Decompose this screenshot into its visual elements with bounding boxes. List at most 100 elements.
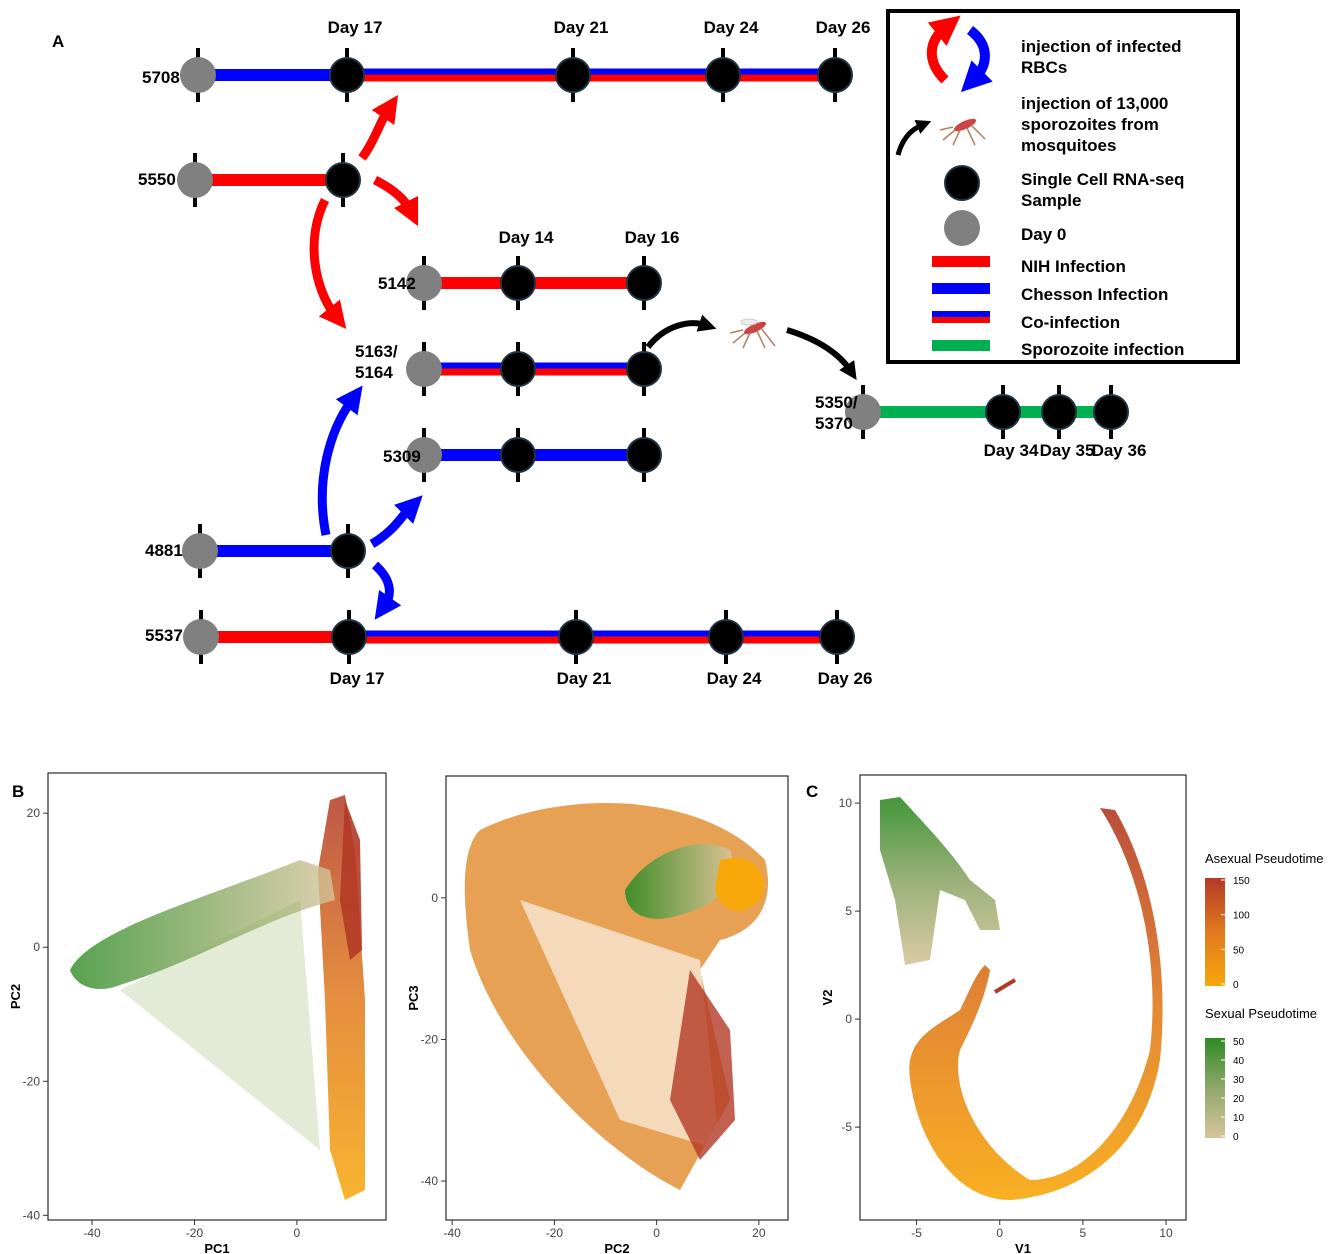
sample-node [559, 620, 593, 654]
y-tick-label: 0 [431, 891, 438, 905]
x-tick-label: 0 [653, 1226, 660, 1240]
y-axis-label: PC3 [406, 985, 421, 1010]
y-tick-label: 10 [839, 796, 853, 810]
mouse-label: 5142 [378, 274, 416, 293]
panel-label: B [12, 782, 24, 801]
x-tick-label: -20 [546, 1226, 564, 1240]
sample-node [1042, 395, 1076, 429]
colorbar-tick-label: 30 [1233, 1075, 1245, 1086]
sample-node [706, 58, 740, 92]
x-tick-label: 20 [752, 1226, 766, 1240]
sample-node [709, 620, 743, 654]
day-label: Day 24 [707, 669, 762, 688]
x-tick-label: 0 [294, 1226, 301, 1240]
legend-label: NIH Infection [1021, 257, 1126, 276]
day0-node [406, 351, 442, 387]
colorbar-tick-label: 0 [1233, 980, 1239, 991]
sample-node [331, 534, 365, 568]
legend-label: Co-infection [1021, 313, 1120, 332]
legend-label: mosquitoes [1021, 136, 1116, 155]
day-label: Day 35 [1040, 441, 1095, 460]
legend-label: injection of infected [1021, 37, 1182, 56]
panel-label: C [806, 782, 818, 801]
sample-node [326, 163, 360, 197]
day-label: Day 17 [330, 669, 385, 688]
legend-icons [898, 28, 990, 351]
panel-c: C [806, 782, 1225, 1200]
mouse-label: 5550 [138, 170, 176, 189]
x-tick-label: 0 [996, 1226, 1003, 1240]
y-tick-label: 5 [845, 904, 852, 918]
colorbar-tick-label: 10 [1233, 1113, 1245, 1124]
mouse-label: 5537 [145, 626, 183, 645]
sample-node [332, 620, 366, 654]
panel-b: B [12, 782, 768, 1200]
colorbar-tick-label: 40 [1233, 1056, 1245, 1067]
legend-label: injection of 13,000 [1021, 94, 1168, 113]
y-tick-label: -40 [23, 1208, 41, 1222]
colorbar-tick-label: 50 [1233, 1037, 1245, 1048]
day-label: Day 34 [984, 441, 1039, 460]
x-tick-label: -40 [443, 1226, 461, 1240]
mouse-label: 5708 [142, 68, 180, 87]
y-tick-label: -5 [841, 1120, 852, 1134]
x-axis-label: PC1 [204, 1241, 229, 1254]
day-label: Day 36 [1092, 441, 1147, 460]
colorbar [1205, 1038, 1225, 1138]
sample-node [627, 352, 661, 386]
y-tick-label: -40 [421, 1174, 439, 1188]
mouse-label: 4881 [145, 541, 183, 560]
x-tick-label: -40 [83, 1226, 101, 1240]
day-label: Day 26 [818, 669, 873, 688]
mouse-label: 5370 [815, 414, 853, 433]
day0-node [180, 57, 216, 93]
y-axis-label: PC2 [8, 984, 23, 1009]
legend-label: Chesson Infection [1021, 285, 1168, 304]
x-axis-label: V1 [1015, 1241, 1031, 1254]
legend-label: Day 0 [1021, 225, 1066, 244]
colorbar-tick-label: 50 [1233, 945, 1245, 956]
sample-node [556, 58, 590, 92]
x-tick-label: 5 [1080, 1226, 1087, 1240]
cloud [995, 980, 1015, 992]
day0-node [182, 533, 218, 569]
sample-node [818, 58, 852, 92]
sample-node [820, 620, 854, 654]
legend-label: Sporozoite infection [1021, 340, 1184, 359]
panel-label: A [52, 32, 64, 51]
cloud [880, 797, 1000, 965]
cloud [715, 858, 764, 911]
mouse-label: 5163/ [355, 342, 398, 361]
colorbar-tick-label: 0 [1233, 1132, 1239, 1143]
mouse-label: 5309 [383, 447, 421, 466]
day0-node [183, 619, 219, 655]
y-tick-label: 20 [27, 806, 41, 820]
legend-label: RBCs [1021, 58, 1067, 77]
sample-node [330, 58, 364, 92]
sample-node [501, 438, 535, 472]
y-tick-label: -20 [23, 1074, 41, 1088]
x-tick-label: -20 [186, 1226, 204, 1240]
legend-label: sporozoites from [1021, 115, 1159, 134]
x-tick-label: -5 [911, 1226, 922, 1240]
sample-node [1094, 395, 1128, 429]
colorbar-tick-label: 100 [1233, 911, 1250, 922]
colorbar-title: Asexual Pseudotime [1205, 851, 1324, 866]
day-label: Day 16 [625, 228, 680, 247]
mouse-label: 5164 [355, 363, 393, 382]
mouse-label: 5350/ [815, 393, 858, 412]
day-label: Day 21 [557, 669, 612, 688]
day-label: Day 17 [328, 18, 383, 37]
colorbar-title: Sexual Pseudotime [1205, 1006, 1317, 1021]
y-tick-label: 0 [33, 940, 40, 954]
panel-a: A 5708 Day 17 Day 21 Day 24 Day 26 5550 5142 Da… [52, 11, 1238, 688]
x-tick-label: 10 [1159, 1226, 1173, 1240]
legend-label: Sample [1021, 191, 1081, 210]
y-tick-label: 0 [845, 1012, 852, 1026]
day-label: Day 14 [499, 228, 554, 247]
y-tick-label: -20 [421, 1032, 439, 1046]
colorbar-tick-label: 150 [1233, 876, 1250, 887]
day-label: Day 21 [554, 18, 609, 37]
legend-label: Single Cell RNA-seq [1021, 170, 1184, 189]
figure: A 5708Day 17Day 21Day 24Day 2655505142Da… [0, 0, 1339, 1254]
